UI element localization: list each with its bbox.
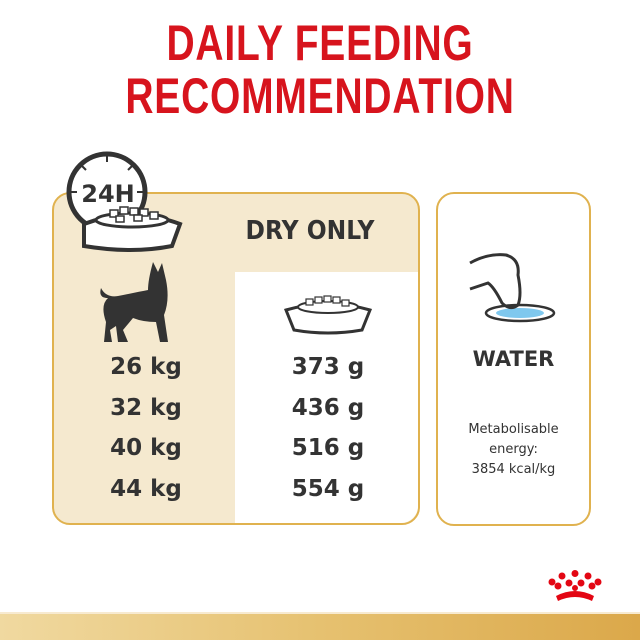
- clock-label: 24H: [81, 180, 134, 208]
- clock-bowl-icon: 24H: [66, 151, 183, 252]
- dog-icon: [100, 262, 168, 342]
- energy-line-2: energy:: [489, 442, 538, 457]
- amount-4: 554 g: [291, 476, 365, 502]
- royal-canin-crown-logo: [548, 570, 602, 601]
- weight-3: 40 kg: [110, 435, 182, 461]
- title-line-1: DAILY FEEDING: [166, 15, 474, 71]
- amount-1: 373 g: [291, 354, 365, 380]
- energy-line-3: 3854 kcal/kg: [471, 462, 556, 477]
- weight-2: 32 kg: [110, 395, 182, 421]
- weight-4: 44 kg: [110, 476, 182, 502]
- water-panel: [436, 192, 591, 526]
- title-line-2: RECOMMENDATION: [125, 68, 515, 124]
- energy-line-1: Metabolisable: [468, 422, 559, 437]
- energy-text: Metabolisable energy: 3854 kcal/kg: [436, 420, 591, 480]
- water-label: WATER: [472, 347, 555, 371]
- water-bowl-icon: [469, 253, 556, 323]
- food-bowl-icon: [283, 295, 373, 335]
- weight-1: 26 kg: [110, 354, 182, 380]
- dry-only-heading: DRY ONLY: [245, 216, 375, 246]
- amount-3: 516 g: [291, 435, 365, 461]
- amount-2: 436 g: [291, 395, 365, 421]
- bottom-gold-band: [0, 612, 640, 640]
